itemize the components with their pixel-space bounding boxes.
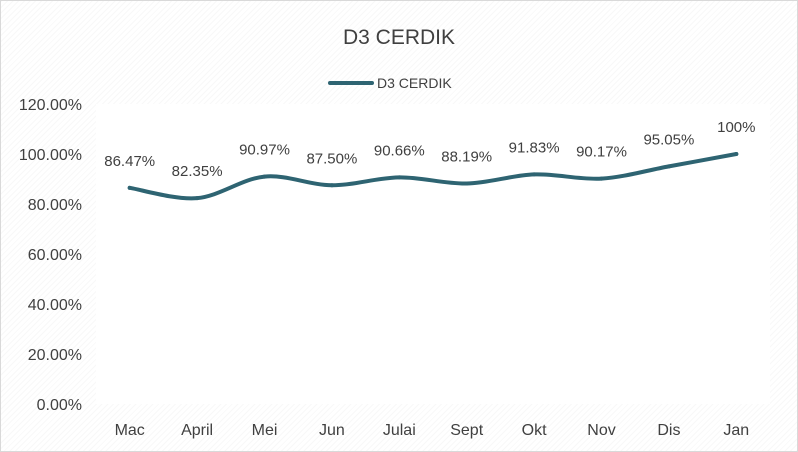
x-tick-label: April <box>181 422 213 439</box>
data-point <box>532 172 537 177</box>
data-label: 90.66% <box>374 142 425 159</box>
data-point <box>397 175 402 180</box>
x-tick-label: Mei <box>252 422 278 439</box>
data-label: 82.35% <box>172 163 223 180</box>
data-point <box>127 185 132 190</box>
y-tick-label: 100.00% <box>19 147 82 164</box>
x-tick-label: Jan <box>723 422 749 439</box>
x-tick-label: Jun <box>319 422 345 439</box>
chart-title: D3 CERDIK <box>343 26 455 49</box>
data-label: 95.05% <box>643 131 694 148</box>
data-point <box>329 183 334 188</box>
x-tick-label: Okt <box>522 422 547 439</box>
y-tick-label: 80.00% <box>28 197 82 214</box>
data-label: 90.17% <box>576 144 627 161</box>
data-point <box>262 174 267 179</box>
x-tick-label: Mac <box>115 422 145 439</box>
data-label: 100% <box>717 119 755 136</box>
data-label: 90.97% <box>239 142 290 159</box>
data-point <box>666 164 671 169</box>
data-label: 87.50% <box>306 150 357 167</box>
y-tick-label: 20.00% <box>28 347 82 364</box>
y-axis: 0.00% 20.00% 40.00% 60.00% 80.00% 100.00% 120.… <box>19 97 82 414</box>
x-axis: Mac April Mei Jun Julai Sept Okt Nov Dis Jan <box>115 422 750 439</box>
x-tick-label: Julai <box>383 422 416 439</box>
x-tick-label: Sept <box>450 422 483 439</box>
series-line <box>127 152 739 201</box>
data-point <box>599 176 604 181</box>
x-tick-label: Nov <box>587 422 615 439</box>
plot-area <box>96 104 770 404</box>
data-point <box>464 181 469 186</box>
x-tick-label: Dis <box>657 422 680 439</box>
data-label: 91.83% <box>509 139 560 156</box>
legend-label: D3 CERDIK <box>377 75 452 91</box>
y-tick-label: 0.00% <box>37 397 82 414</box>
data-label: 88.19% <box>441 149 492 166</box>
legend: D3 CERDIK <box>328 75 452 91</box>
data-label: 86.47% <box>104 153 155 170</box>
data-point <box>195 196 200 201</box>
y-tick-label: 120.00% <box>19 97 82 114</box>
data-labels: 86.47% 82.35% 90.97% 87.50% 90.66% 88.19% 91.8… <box>104 119 755 180</box>
y-tick-label: 40.00% <box>28 297 82 314</box>
data-point <box>734 152 739 156</box>
series-layer <box>127 152 739 201</box>
y-tick-label: 60.00% <box>28 247 82 264</box>
